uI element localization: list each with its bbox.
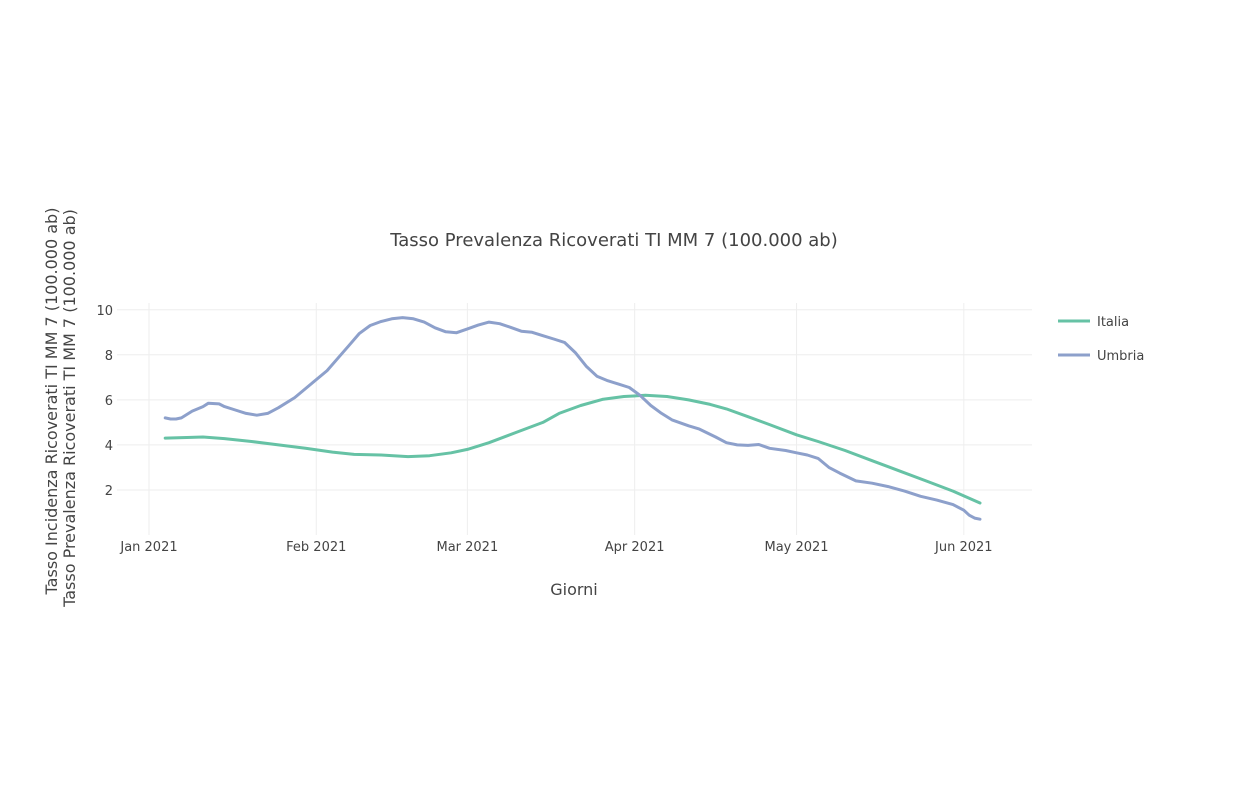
y-tick-label: 8 <box>105 349 113 364</box>
series-line-umbria[interactable] <box>163 316 982 521</box>
series-line-italia[interactable] <box>163 393 982 505</box>
y-tick-label: 10 <box>96 304 113 319</box>
legend-item-italia[interactable]: Italia <box>1058 315 1129 330</box>
legend-item-umbria[interactable]: Umbria <box>1058 349 1144 364</box>
y-tick-label: 4 <box>105 439 113 454</box>
x-tick-label: Feb 2021 <box>286 540 346 555</box>
x-axis-title: Giorni <box>550 580 598 599</box>
x-tick-label: Apr 2021 <box>605 540 665 555</box>
x-tick-label: May 2021 <box>764 540 828 555</box>
y-tick-label: 2 <box>105 484 113 499</box>
legend-label: Italia <box>1097 315 1129 330</box>
x-tick-label: Jan 2021 <box>119 540 177 555</box>
y-axis-ticks: 2 4 6 8 10 <box>96 304 113 499</box>
y-axis-title-line-1: Tasso Incidenza Ricoverati TI MM 7 (100.… <box>42 208 61 596</box>
legend-label: Umbria <box>1097 349 1144 364</box>
y-tick-label: 6 <box>105 394 113 409</box>
y-axis-title-line-2: Tasso Prevalenza Ricoverati TI MM 7 (100… <box>60 209 79 608</box>
x-axis-ticks: Jan 2021 Feb 2021 Mar 2021 Apr 2021 May 2021… <box>119 540 992 555</box>
grid <box>117 303 1032 535</box>
chart-title: Tasso Prevalenza Ricoverati TI MM 7 (100… <box>389 230 838 251</box>
x-tick-label: Mar 2021 <box>436 540 498 555</box>
x-tick-label: Jun 2021 <box>934 540 993 555</box>
legend[interactable]: Italia Umbria <box>1058 315 1144 364</box>
series-layer <box>163 316 982 521</box>
